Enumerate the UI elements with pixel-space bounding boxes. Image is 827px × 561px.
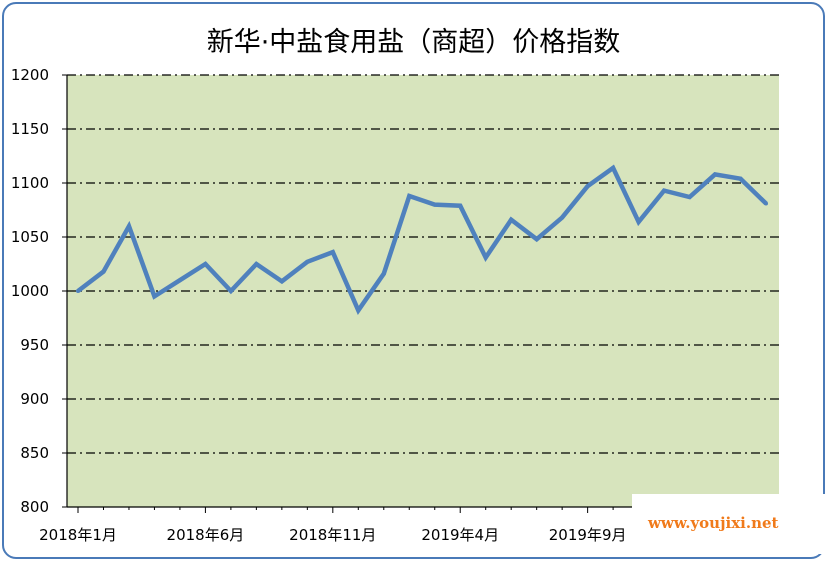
y-tick-label: 900 xyxy=(20,390,49,408)
data-point xyxy=(254,262,259,266)
data-point xyxy=(381,271,386,276)
y-tick-label: 1000 xyxy=(11,282,49,300)
chart-title: 新华·中盐食用盐（商超）价格指数 xyxy=(206,27,621,58)
x-tick-label: 2019年4月 xyxy=(421,526,499,544)
x-tick-label: 2018年11月 xyxy=(289,526,376,544)
data-point xyxy=(177,278,182,283)
y-tick-label: 950 xyxy=(20,336,49,354)
x-tick-label: 2018年1月 xyxy=(39,526,117,544)
data-point xyxy=(228,289,233,293)
data-point xyxy=(560,215,565,220)
x-tick-labels: 2018年1月 2018年6月 2018年11月 2019年4月 2019年9月 xyxy=(39,507,767,544)
y-tick-label: 1050 xyxy=(11,228,49,246)
data-point xyxy=(509,217,514,222)
data-point xyxy=(432,202,437,207)
data-point xyxy=(126,224,131,229)
y-tick-label: 1200 xyxy=(11,66,49,84)
y-tick-label: 800 xyxy=(20,498,49,516)
grid-lines xyxy=(62,74,779,508)
y-tick-labels: 800 850 900 950 1000 1050 1100 1150 1200 xyxy=(11,66,49,516)
data-point xyxy=(76,289,80,293)
data-point xyxy=(764,201,768,206)
data-point xyxy=(585,184,590,189)
data-point xyxy=(534,237,539,242)
data-point xyxy=(279,279,284,284)
data-point xyxy=(330,250,335,255)
data-point xyxy=(203,262,208,266)
y-tick-label: 1100 xyxy=(11,174,49,192)
watermark-box xyxy=(632,494,827,554)
y-tick-label: 850 xyxy=(20,444,49,462)
x-tick-label: 2018年6月 xyxy=(167,526,245,544)
data-point xyxy=(101,269,106,274)
watermark-text: www.youjixi.net xyxy=(648,514,779,532)
data-point xyxy=(636,219,641,224)
data-point xyxy=(483,255,488,260)
data-point xyxy=(152,294,157,299)
data-point xyxy=(407,193,412,198)
data-point xyxy=(713,172,718,177)
data-point xyxy=(458,203,463,208)
series-line xyxy=(76,164,768,315)
data-point xyxy=(662,188,667,193)
data-point xyxy=(738,176,743,181)
data-point xyxy=(687,195,692,200)
data-point xyxy=(611,165,616,170)
data-point xyxy=(356,308,361,313)
x-tick-label: 2019年9月 xyxy=(549,526,627,544)
data-points xyxy=(76,165,768,313)
y-tick-label: 1150 xyxy=(11,120,49,138)
data-point xyxy=(305,259,310,264)
